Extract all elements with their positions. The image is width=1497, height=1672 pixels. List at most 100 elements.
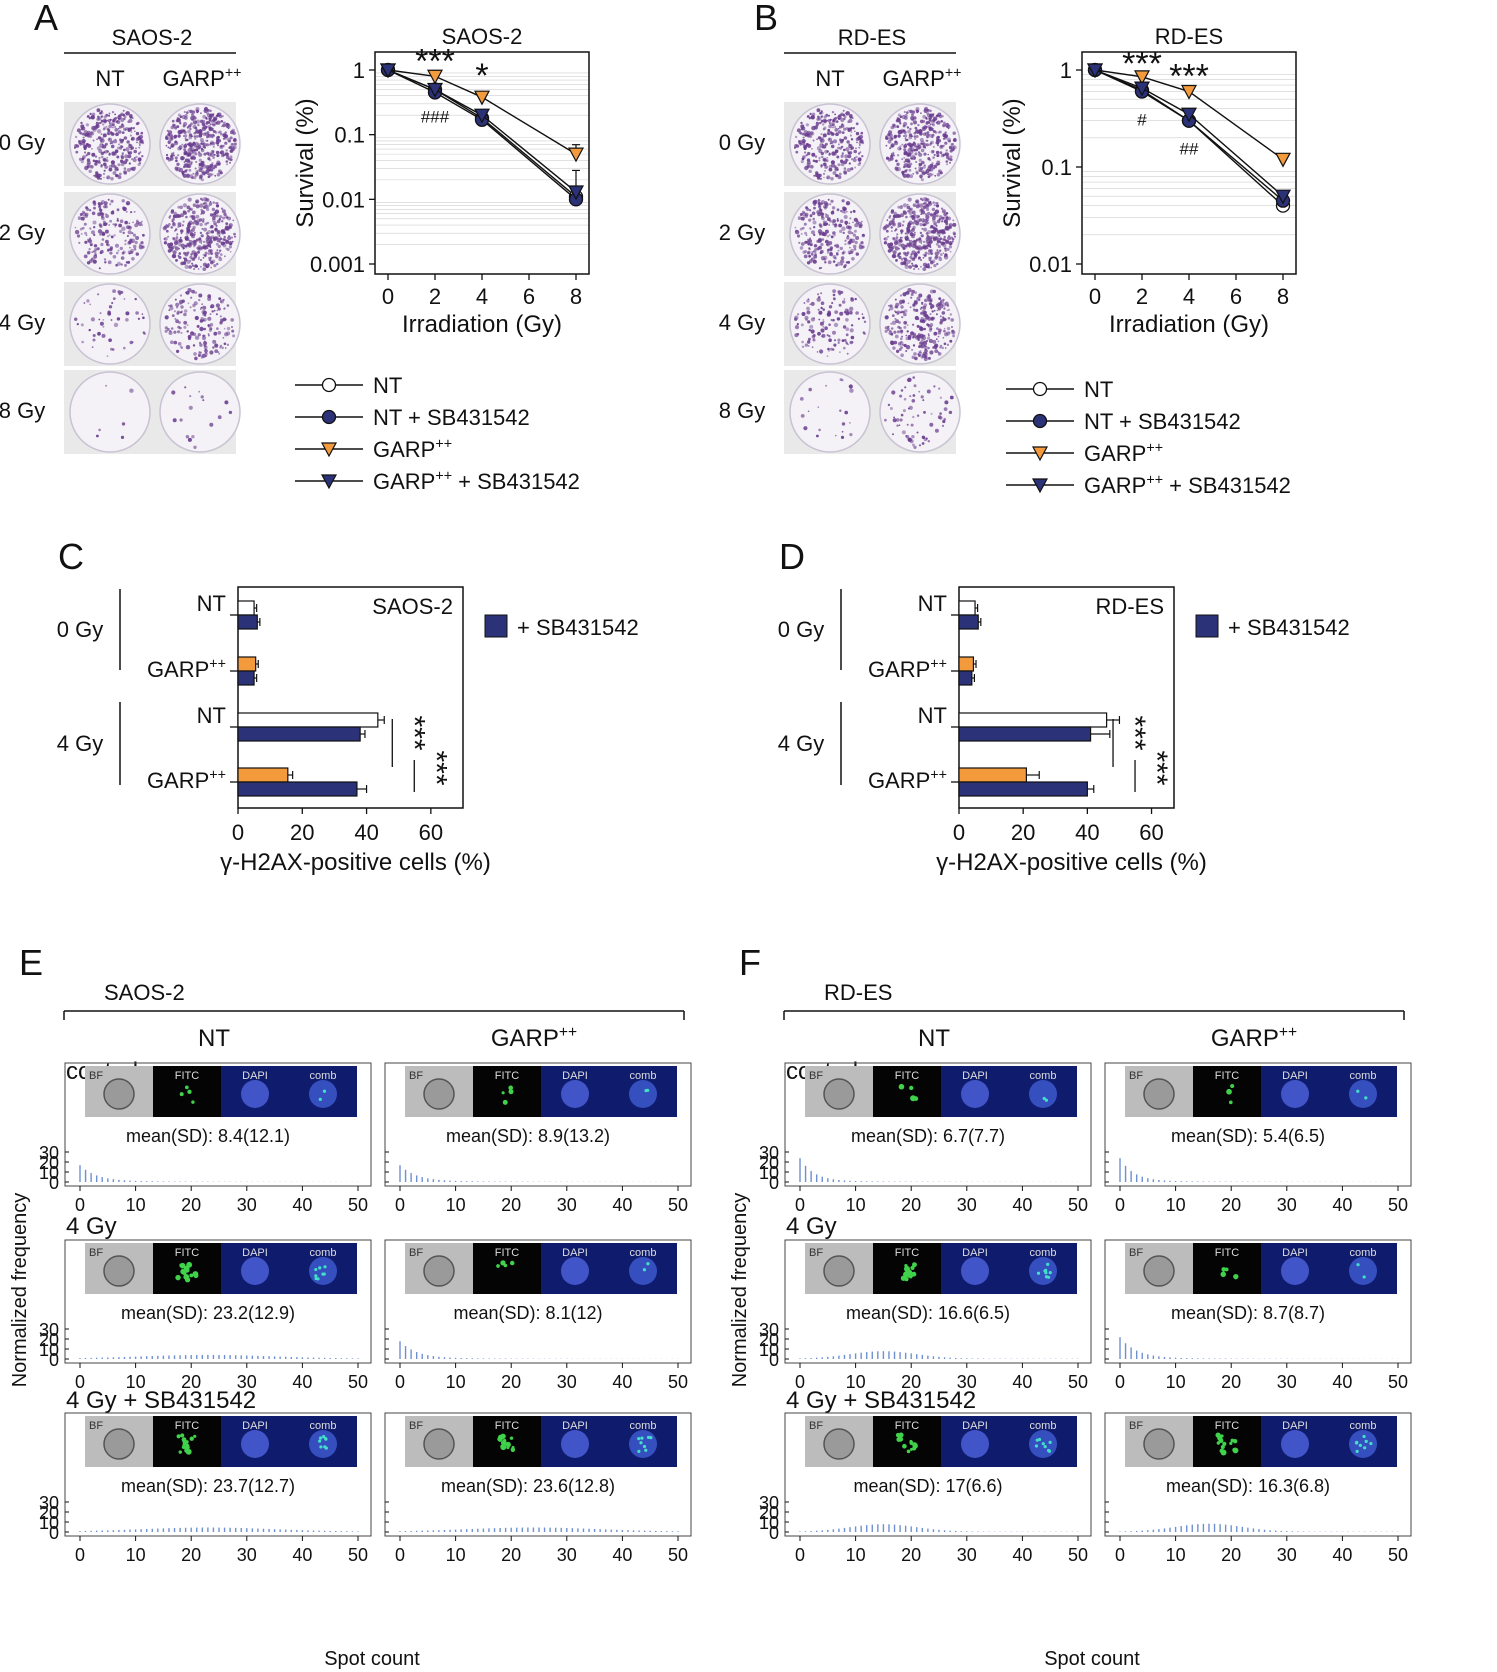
colony	[904, 386, 907, 389]
colony	[193, 131, 197, 135]
colony	[910, 116, 915, 121]
colony	[849, 246, 851, 249]
colony	[220, 150, 225, 155]
colony	[929, 213, 934, 217]
colony	[213, 331, 218, 336]
colony	[217, 244, 221, 249]
col-label-garp: GARP++	[491, 1024, 577, 1052]
colony	[828, 241, 833, 245]
colony	[850, 131, 853, 133]
colony	[902, 301, 905, 304]
y-tick-label: 0.01	[1029, 252, 1072, 277]
colony	[847, 154, 852, 159]
colony	[205, 222, 208, 225]
panel-letter: C	[58, 536, 84, 577]
x-tick-label: 40	[612, 1372, 632, 1392]
colony	[888, 223, 892, 226]
x-tick-label: 50	[1068, 1372, 1088, 1392]
colony	[205, 116, 208, 119]
colony	[211, 310, 214, 313]
group-label: 4 Gy	[57, 731, 103, 756]
colony	[944, 247, 947, 250]
colony	[902, 247, 906, 250]
colony	[184, 134, 188, 138]
colony	[935, 214, 939, 218]
foci-merged	[1354, 1441, 1359, 1445]
colony	[822, 325, 825, 328]
colony	[826, 175, 831, 180]
colony	[191, 216, 196, 221]
colony	[824, 261, 827, 264]
significance-star: ***	[1140, 750, 1173, 785]
colony	[820, 110, 823, 113]
y-tick-label: 0	[769, 1350, 779, 1370]
colony	[108, 167, 113, 172]
colony	[209, 119, 211, 122]
data-point	[426, 69, 444, 85]
colony	[936, 219, 941, 224]
x-tick-label: 50	[348, 1195, 368, 1215]
colony	[820, 292, 823, 295]
colony	[828, 338, 832, 343]
category-label: NT	[197, 703, 226, 728]
mean-sd-label: mean(SD): 8.9(13.2)	[446, 1126, 610, 1146]
foci-spot	[178, 1450, 182, 1454]
colony	[173, 240, 179, 246]
colony	[84, 231, 88, 235]
colony	[202, 312, 206, 316]
foci-merged	[322, 1272, 326, 1276]
colony	[820, 202, 823, 206]
image-label: DAPI	[962, 1070, 988, 1082]
colony	[166, 327, 170, 331]
colony	[927, 133, 930, 136]
colony	[816, 108, 821, 113]
colony	[827, 119, 831, 123]
colony	[838, 130, 842, 134]
colony	[194, 231, 196, 234]
colony	[172, 237, 176, 240]
colony	[201, 227, 204, 230]
colony	[192, 225, 196, 230]
colony	[114, 113, 116, 116]
colony	[189, 306, 192, 309]
foci-spot	[184, 1268, 190, 1273]
colony	[97, 115, 100, 118]
colony	[100, 202, 103, 206]
foci-spot	[1221, 1267, 1226, 1272]
colony	[845, 158, 849, 162]
foci-merged	[1041, 1442, 1045, 1446]
x-tick-label: 30	[957, 1545, 977, 1565]
colony	[857, 317, 861, 320]
colony	[121, 226, 126, 231]
colony	[845, 201, 851, 206]
colony	[910, 223, 912, 226]
colony	[169, 246, 174, 251]
colony	[921, 442, 925, 445]
colony	[190, 122, 193, 126]
colony	[894, 298, 897, 301]
x-tick-label: 50	[348, 1545, 368, 1565]
colony	[948, 226, 952, 229]
colony	[949, 251, 952, 253]
colony	[206, 221, 210, 225]
colony	[177, 225, 180, 228]
foci-merged	[1356, 1263, 1360, 1267]
colony	[178, 247, 180, 250]
colony	[944, 332, 949, 337]
colony	[861, 313, 864, 315]
bar	[958, 614, 979, 630]
colony	[137, 317, 140, 320]
colony	[840, 113, 843, 116]
colony	[195, 160, 198, 164]
colony	[918, 246, 921, 250]
colony	[200, 317, 204, 321]
colony	[191, 146, 194, 150]
colony	[185, 143, 187, 145]
colony	[932, 201, 935, 204]
colony	[87, 239, 93, 244]
x-axis-label: γ-H2AX-positive cells (%)	[220, 849, 491, 876]
colony	[819, 349, 824, 354]
